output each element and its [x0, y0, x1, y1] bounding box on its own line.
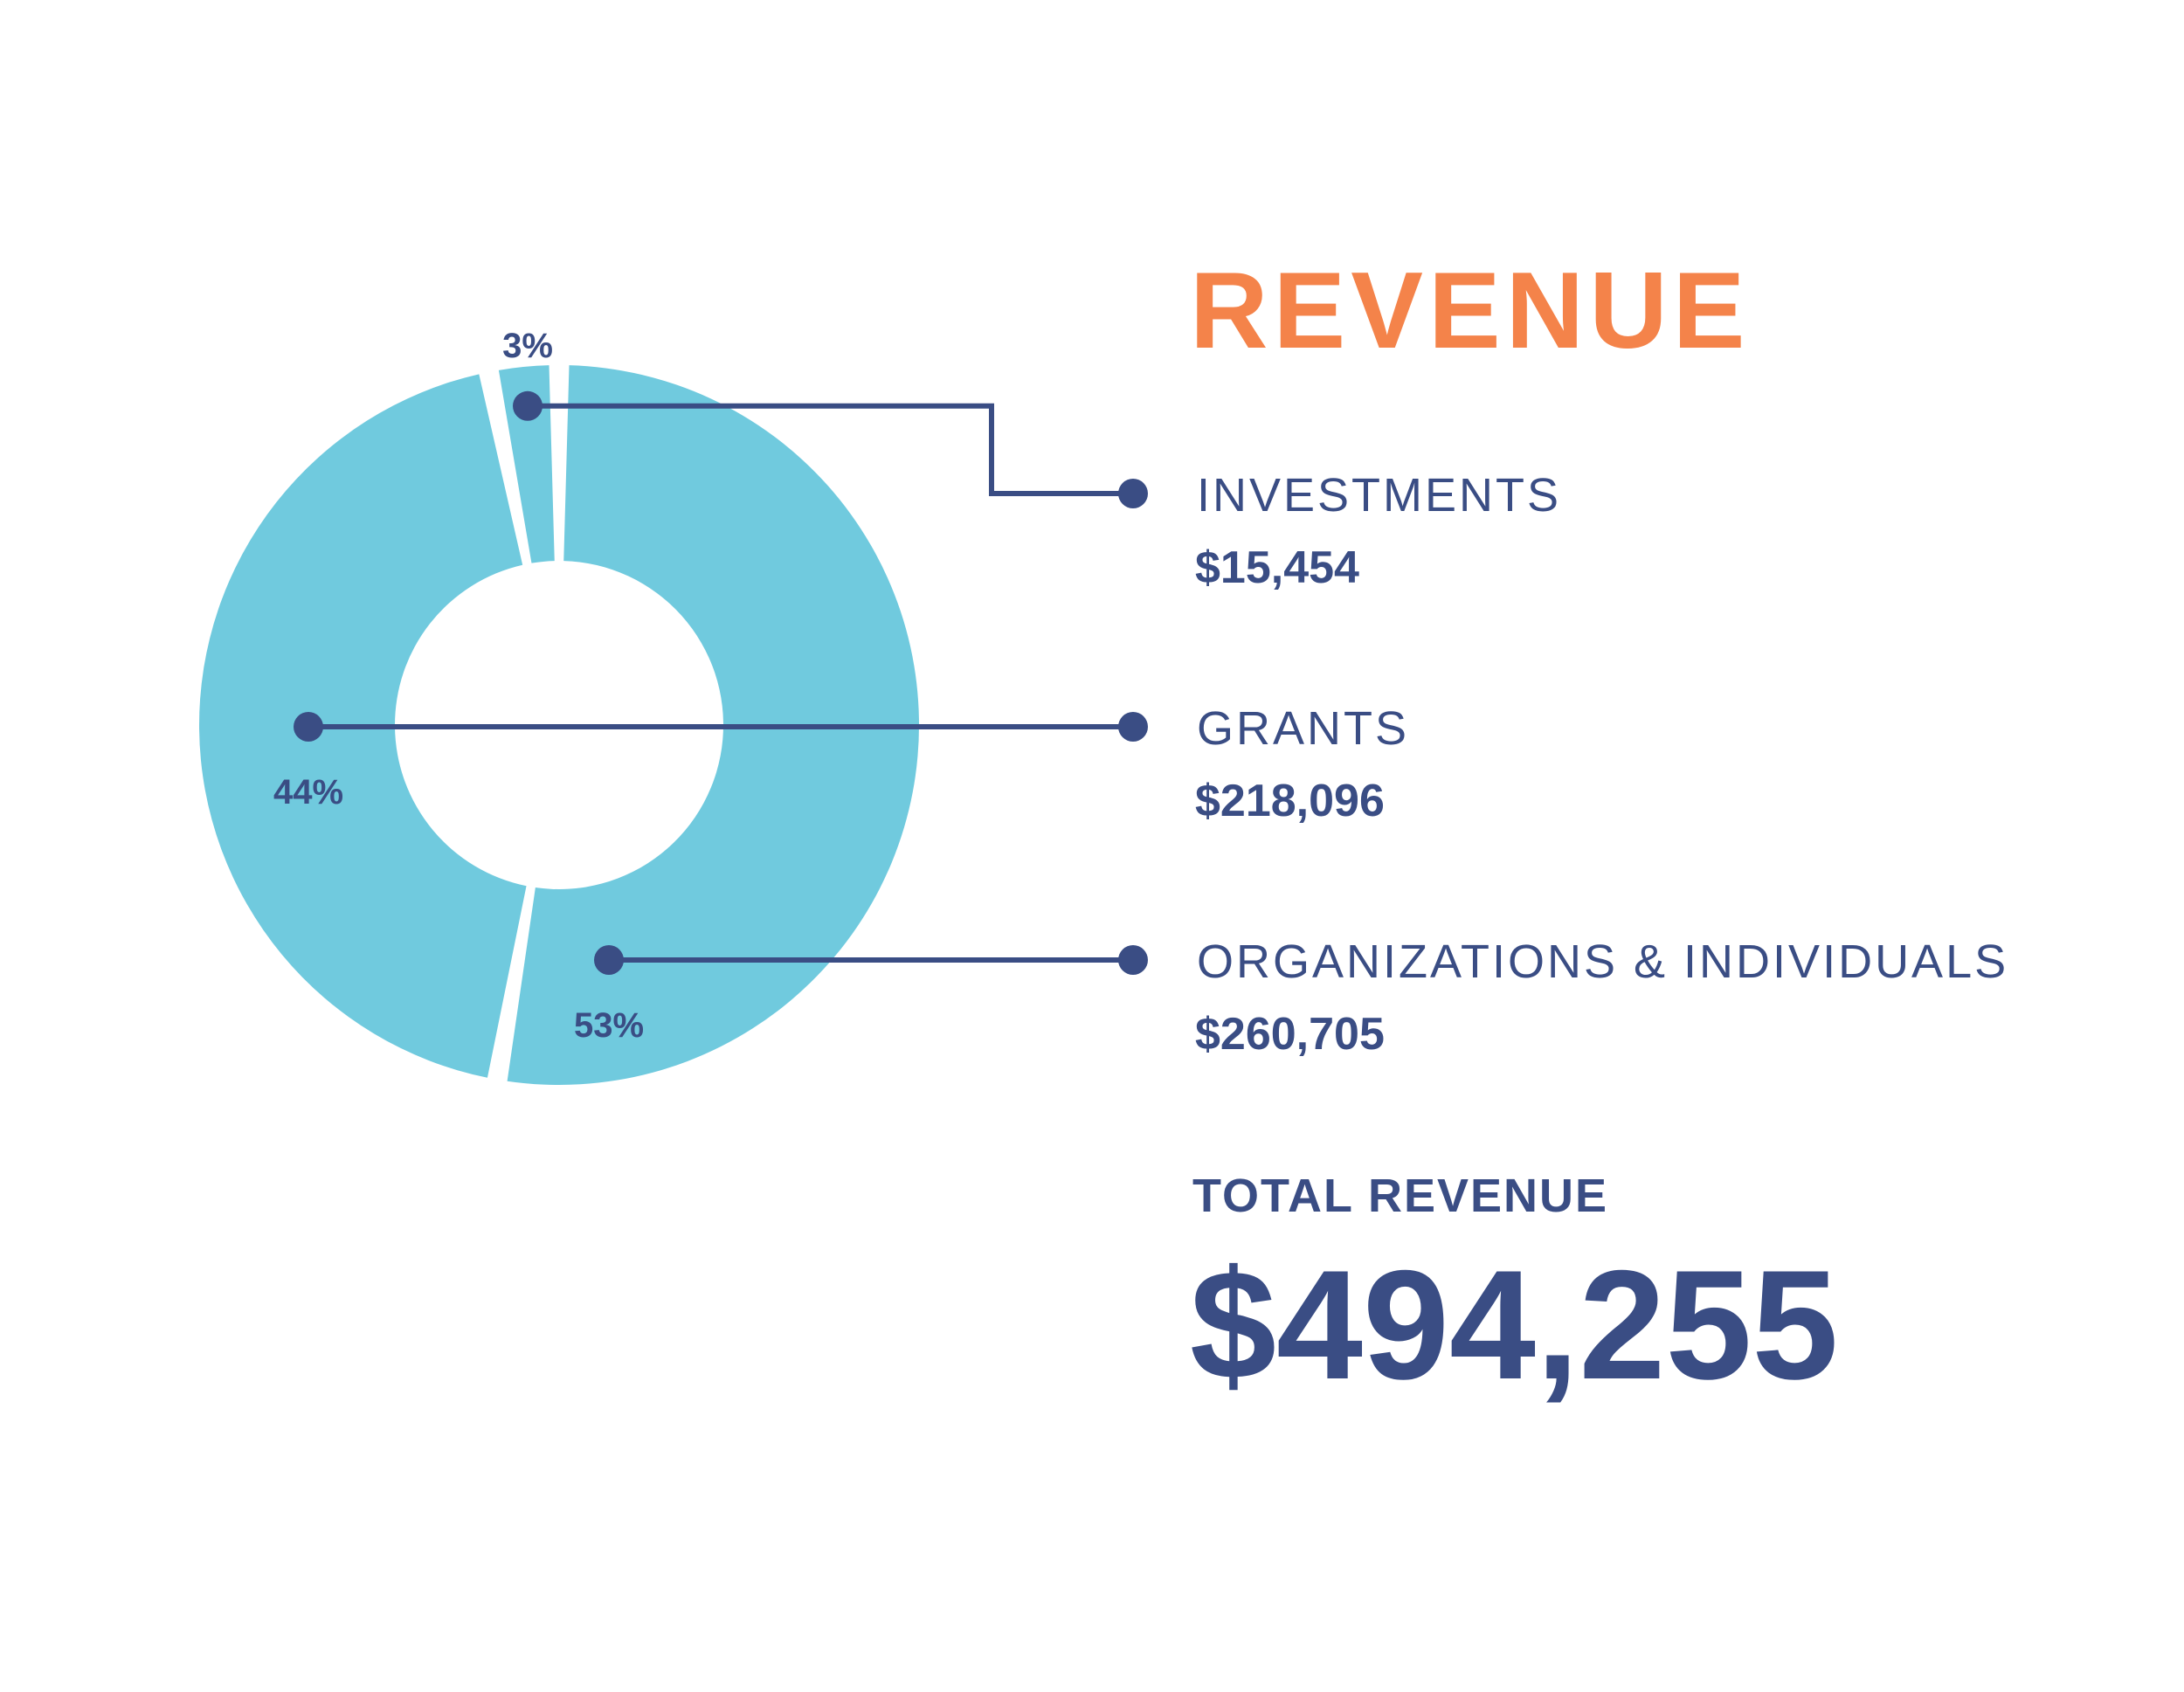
legend-dot-grants [1118, 712, 1148, 742]
legend-amount-grants: $218,096 [1195, 776, 1385, 826]
total-revenue-value: $494,255 [1190, 1238, 1838, 1412]
slice-investments [498, 365, 555, 563]
slice-organizations-and-individuals [507, 365, 920, 1085]
legend-label-organizations-and-individuals: ORGANIZATIONS & INDIVIDUALS [1197, 936, 2008, 988]
legend-amount-organizations-and-individuals: $260,705 [1195, 1009, 1385, 1060]
percent-label-grants: 44% [273, 773, 343, 811]
total-revenue-label: TOTAL REVENUE [1192, 1170, 1608, 1222]
percent-label-organizations-and-individuals: 53% [574, 1006, 644, 1045]
leader-lines [294, 390, 1133, 975]
slice-dot-investments [513, 390, 543, 421]
slice-dot-organizations-and-individuals [594, 945, 624, 975]
percent-labels: 3% 44% 53% [273, 327, 644, 1045]
legend: INVESTMENTS $15,454 GRANTS $218,096 ORGANIZA… [1118, 469, 2008, 1060]
legend-label-grants: GRANTS [1197, 702, 1409, 755]
slice-dot-grants [294, 712, 323, 742]
page-title: REVENUE [1190, 251, 1750, 371]
legend-dot-investments [1118, 479, 1148, 508]
legend-dot-organizations-and-individuals [1118, 945, 1148, 975]
leader-line-investments [528, 403, 1133, 496]
legend-amount-investments: $15,454 [1195, 542, 1359, 593]
legend-label-investments: INVESTMENTS [1197, 469, 1561, 521]
percent-label-investments: 3% [502, 327, 553, 365]
